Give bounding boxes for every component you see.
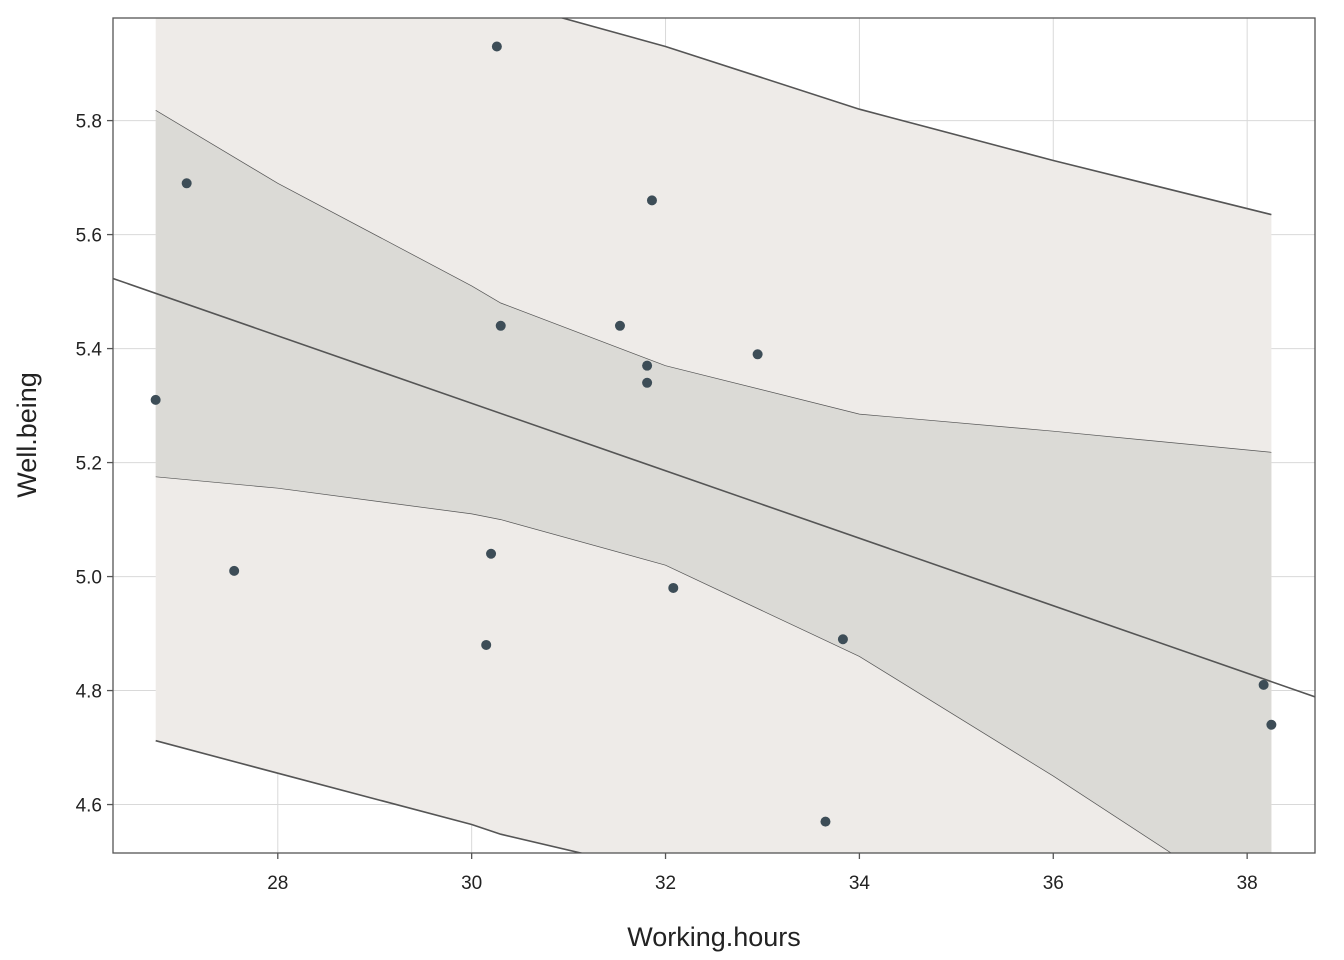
prediction-upper-boundary — [559, 18, 1272, 216]
y-axis-title: Well.being — [12, 372, 42, 498]
data-point — [1266, 719, 1277, 730]
x-tick-label: 30 — [461, 873, 482, 894]
y-tick-label: 5.0 — [76, 568, 102, 589]
y-tick-label: 4.6 — [76, 796, 102, 817]
data-point — [1258, 679, 1269, 690]
y-tick-label: 5.2 — [76, 454, 102, 475]
plot-frame — [112, 17, 1316, 854]
data-point — [642, 377, 653, 388]
data-point — [820, 816, 831, 827]
x-tick-label: 34 — [849, 873, 871, 894]
data-point — [181, 178, 192, 189]
data-point — [481, 639, 492, 650]
x-axis-title: Working.hours — [627, 922, 801, 952]
regression-fit-line — [113, 277, 1315, 698]
data-point — [646, 195, 657, 206]
confidence-upper-boundary — [155, 109, 1272, 453]
confidence-interval-band — [155, 110, 1272, 853]
y-tick-label: 5.8 — [76, 112, 102, 133]
data-points — [150, 41, 1277, 827]
prediction-lower-boundary — [155, 739, 585, 853]
data-point — [150, 394, 161, 405]
y-tick-label: 5.4 — [76, 340, 103, 361]
x-axis-ticks: 28 30 32 34 36 38 — [267, 853, 1258, 894]
data-point — [668, 582, 679, 593]
y-tick-label: 4.8 — [76, 682, 102, 703]
x-tick-label: 32 — [655, 873, 676, 894]
y-axis-ticks: 4.6 4.8 5.0 5.2 5.4 5.6 5.8 — [76, 112, 113, 817]
y-tick-label: 5.6 — [76, 226, 102, 247]
confidence-lower-boundary — [155, 476, 1172, 853]
x-tick-label: 38 — [1237, 873, 1258, 894]
data-point — [837, 634, 848, 645]
x-tick-label: 36 — [1043, 873, 1064, 894]
data-point — [495, 320, 506, 331]
data-point — [642, 360, 653, 371]
data-point — [229, 565, 240, 576]
data-point — [491, 41, 502, 52]
data-point — [614, 320, 625, 331]
data-point — [486, 548, 497, 559]
x-tick-label: 28 — [267, 873, 288, 894]
data-point — [752, 349, 763, 360]
